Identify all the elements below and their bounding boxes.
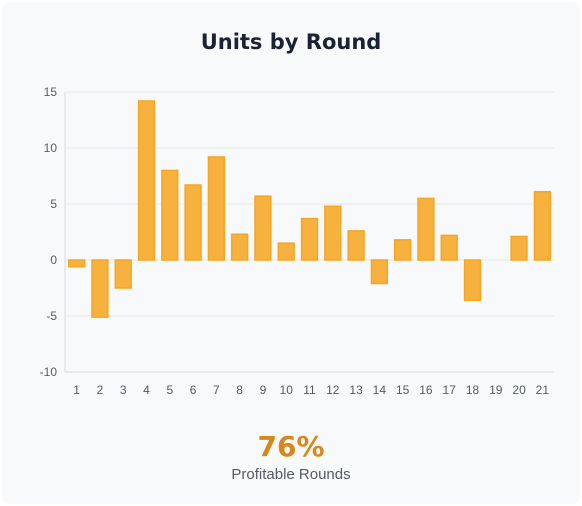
x-tick-label: 1 (73, 383, 80, 397)
x-tick-label: 5 (166, 383, 173, 397)
x-tick-label: 8 (236, 383, 243, 397)
bar (230, 233, 249, 261)
y-tick-label: 15 (44, 85, 58, 99)
profitable-rounds-percent: 76% (257, 430, 325, 463)
x-tick-label: 12 (326, 383, 340, 397)
x-tick-label: 3 (120, 383, 127, 397)
y-tick-label: 10 (44, 141, 58, 155)
x-tick-label: 15 (396, 383, 410, 397)
bar (137, 100, 156, 261)
x-tick-label: 14 (373, 383, 387, 397)
bar (347, 230, 365, 261)
y-tick-label: 5 (50, 197, 57, 211)
bar (277, 242, 295, 261)
x-tick-label: 13 (349, 383, 363, 397)
x-tick-label: 10 (280, 383, 294, 397)
profitable-rounds-label: Profitable Rounds (231, 466, 351, 483)
bar (91, 259, 109, 318)
bar (254, 195, 272, 261)
x-tick-label: 20 (512, 383, 526, 397)
bar (67, 259, 86, 268)
x-tick-label: 11 (303, 383, 316, 397)
x-tick-label: 4 (143, 383, 150, 397)
x-tick-label: 21 (536, 383, 550, 397)
bar (324, 205, 342, 261)
bar (114, 259, 132, 289)
x-tick-label: 17 (443, 383, 457, 397)
bar (207, 156, 226, 261)
y-tick-label: -10 (40, 365, 58, 379)
x-tick-label: 19 (489, 383, 503, 397)
x-tick-label: 18 (466, 383, 480, 397)
y-tick-label: 0 (50, 253, 57, 267)
x-tick-label: 7 (213, 383, 220, 397)
x-tick-label: 16 (419, 383, 433, 397)
bar (393, 239, 412, 261)
bar (510, 235, 528, 261)
x-tick-label: 6 (190, 383, 197, 397)
bar (440, 234, 458, 261)
bar (417, 197, 435, 261)
bar (300, 217, 319, 261)
x-tick-label: 9 (260, 383, 267, 397)
chart-title: Units by Round (200, 30, 382, 54)
bar (184, 184, 202, 261)
bar (463, 259, 482, 302)
y-tick-label: -5 (46, 309, 57, 323)
bar (370, 259, 389, 285)
x-tick-label: 2 (97, 383, 104, 397)
bar (161, 169, 179, 261)
bar (533, 190, 552, 261)
